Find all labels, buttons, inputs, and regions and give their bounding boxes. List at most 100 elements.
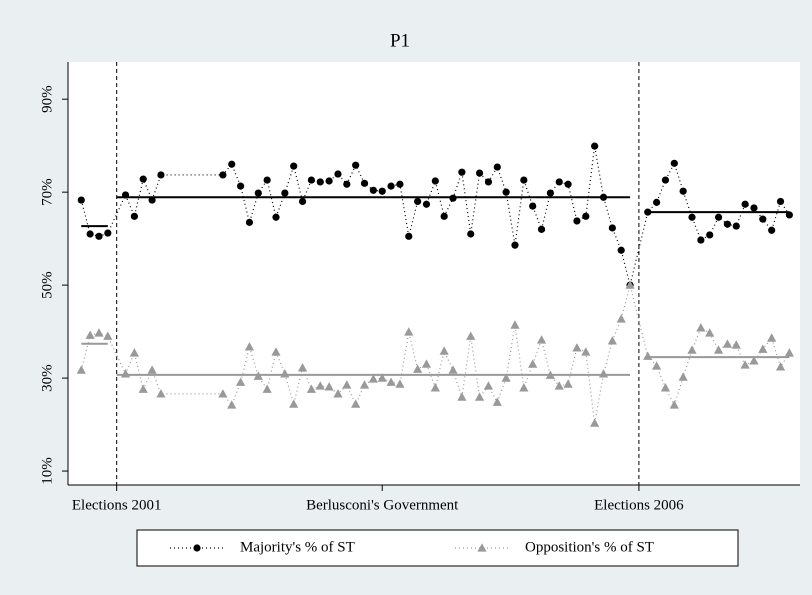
data-point	[458, 168, 466, 176]
data-point	[138, 384, 148, 393]
data-point	[582, 212, 590, 220]
data-point	[749, 356, 759, 365]
data-point	[262, 384, 272, 393]
data-point	[297, 363, 308, 372]
data-point	[244, 342, 255, 351]
data-point	[333, 389, 343, 398]
data-point	[139, 175, 147, 183]
data-point	[555, 178, 563, 186]
data-point	[696, 323, 706, 332]
data-point	[121, 191, 130, 199]
data-point	[359, 380, 370, 389]
data-point	[157, 171, 165, 179]
data-point	[263, 176, 271, 184]
data-point	[599, 193, 608, 201]
data-point	[324, 382, 334, 391]
data-point	[768, 226, 776, 234]
data-point	[466, 331, 476, 340]
data-point	[775, 362, 786, 371]
data-point	[315, 381, 325, 390]
data-point	[395, 379, 405, 388]
data-point	[86, 230, 94, 238]
legend-marker	[193, 544, 201, 552]
data-point	[511, 241, 519, 249]
data-point	[431, 177, 439, 185]
data-point	[342, 380, 352, 389]
data-point	[732, 222, 740, 230]
data-point	[528, 359, 538, 368]
data-point	[147, 365, 157, 374]
data-point	[758, 344, 768, 353]
data-point	[564, 180, 572, 188]
y-tick-label: 50%	[39, 271, 55, 299]
data-point	[219, 171, 227, 179]
data-point	[493, 163, 501, 171]
data-point	[483, 381, 494, 390]
data-point	[688, 213, 696, 221]
data-point	[545, 370, 555, 379]
data-point	[776, 197, 785, 206]
data-point	[253, 371, 263, 380]
data-point	[368, 374, 378, 383]
data-point	[228, 160, 236, 168]
data-point	[750, 204, 758, 212]
data-point	[457, 392, 467, 401]
data-point	[723, 220, 732, 228]
data-point	[343, 180, 351, 188]
data-point	[130, 212, 138, 220]
data-point	[714, 213, 723, 221]
data-point	[713, 345, 724, 354]
data-point	[767, 333, 777, 342]
data-point	[591, 142, 599, 150]
data-point	[422, 200, 431, 208]
data-point	[608, 224, 616, 232]
data-point	[378, 187, 386, 195]
x-tick-label: Berlusconi's Government	[306, 497, 459, 513]
y-tick-label: 70%	[39, 178, 55, 206]
data-point	[298, 197, 307, 206]
data-point	[502, 188, 510, 196]
data-point	[669, 400, 679, 409]
data-point	[421, 359, 432, 368]
data-point	[413, 364, 423, 373]
data-point	[254, 189, 262, 197]
data-point	[679, 187, 687, 195]
data-point	[722, 339, 733, 348]
data-point	[705, 328, 715, 337]
data-point	[439, 346, 449, 355]
legend-label: Opposition's % of ST	[525, 539, 654, 555]
data-point	[396, 180, 404, 188]
data-point	[449, 194, 457, 202]
data-point	[653, 198, 661, 206]
data-point	[377, 373, 387, 382]
data-point	[520, 176, 528, 184]
data-point	[129, 348, 139, 357]
data-point	[430, 383, 440, 392]
data-point	[280, 369, 290, 378]
data-point	[103, 331, 113, 340]
data-point	[307, 176, 316, 184]
data-point	[546, 189, 554, 197]
data-point	[289, 399, 299, 408]
data-point	[731, 340, 741, 349]
data-point	[334, 170, 342, 178]
y-tick-label: 10%	[39, 457, 55, 485]
data-point	[386, 377, 396, 386]
data-point	[94, 328, 104, 337]
data-point	[572, 343, 582, 352]
plot-area	[68, 62, 800, 485]
data-point	[475, 169, 484, 177]
data-point	[529, 202, 537, 210]
data-point	[536, 335, 547, 344]
data-point	[625, 280, 635, 289]
data-point	[76, 365, 86, 374]
data-point	[95, 232, 103, 240]
data-point	[467, 230, 475, 238]
data-point	[554, 381, 564, 390]
data-point	[519, 383, 529, 392]
data-point	[448, 365, 458, 374]
data-point	[77, 196, 85, 204]
data-point	[501, 373, 511, 382]
legend-label: Majority's % of ST	[240, 539, 355, 555]
data-point	[218, 389, 228, 398]
